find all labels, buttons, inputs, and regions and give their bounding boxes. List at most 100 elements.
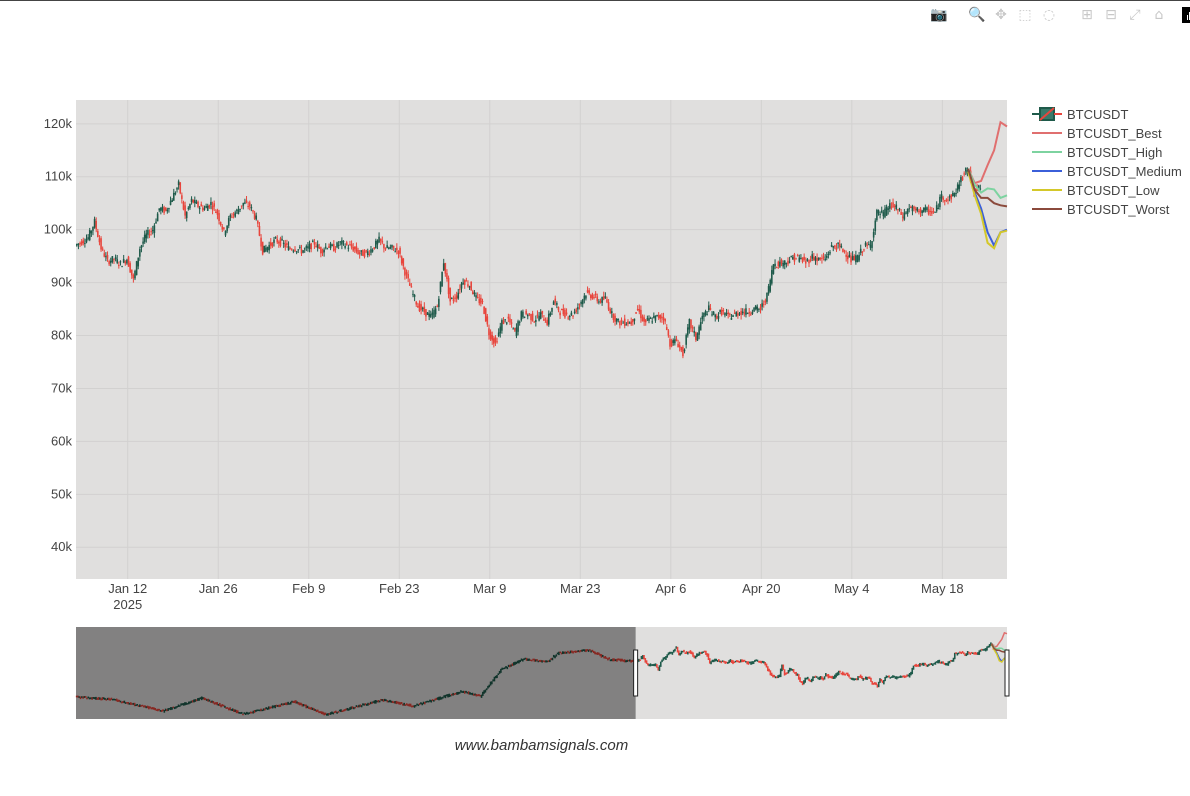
candle-body xyxy=(675,338,678,341)
candle-body xyxy=(450,297,453,299)
candle-body xyxy=(370,249,372,253)
candle-body xyxy=(90,230,93,234)
candle-body xyxy=(290,249,293,251)
candle-body xyxy=(795,258,797,260)
candle-body xyxy=(347,247,350,249)
range-slider-handle[interactable] xyxy=(1004,649,1010,697)
candle-body xyxy=(927,209,930,215)
candle-body xyxy=(234,212,237,217)
candle-body xyxy=(573,311,576,314)
gridlines xyxy=(76,100,1007,579)
candle-body xyxy=(758,308,760,310)
candle-body xyxy=(114,257,117,260)
candle-body xyxy=(216,210,219,215)
candle-body xyxy=(775,267,778,269)
candle-body xyxy=(931,211,933,214)
candle-body xyxy=(488,328,490,336)
candle-body xyxy=(240,205,243,207)
candle-body xyxy=(140,245,143,248)
candle-body xyxy=(855,255,857,263)
candle-body xyxy=(952,192,954,197)
candle-body xyxy=(200,204,203,207)
range-slider-mask xyxy=(76,627,636,719)
camera-icon[interactable]: 📷 xyxy=(930,7,948,23)
candle-body xyxy=(547,313,550,325)
candle-body xyxy=(213,203,215,207)
candle-body xyxy=(143,234,146,242)
candle-body xyxy=(229,215,232,218)
candle-body xyxy=(779,261,781,267)
candle-body xyxy=(187,207,190,210)
candle-body xyxy=(185,211,188,219)
forecast-lines xyxy=(967,120,1008,250)
candle-body xyxy=(656,314,658,316)
candle-body xyxy=(535,319,537,322)
candle-body xyxy=(470,281,472,291)
candle-body xyxy=(653,316,655,318)
candle-body xyxy=(525,310,527,315)
candle-body xyxy=(559,312,561,316)
candle-body xyxy=(202,207,204,211)
candle-body xyxy=(913,206,915,209)
candle-body xyxy=(908,208,911,210)
candle-body xyxy=(324,246,327,248)
candle-body xyxy=(842,248,844,252)
candle-body xyxy=(750,313,752,315)
lasso-icon[interactable]: ◌ xyxy=(1042,7,1056,23)
range-slider-handle[interactable] xyxy=(633,649,639,697)
pan-icon[interactable]: ✥ xyxy=(995,7,1007,23)
candle-body xyxy=(363,251,366,258)
candle-body xyxy=(294,249,296,252)
candle-body xyxy=(177,181,180,186)
candle-body xyxy=(237,209,240,215)
candle-body xyxy=(924,207,927,211)
candle-body xyxy=(218,213,220,222)
zoom-in-icon[interactable]: ⊞ xyxy=(1081,7,1093,23)
candle-body xyxy=(221,226,224,230)
candle-body xyxy=(646,318,649,320)
candle-body xyxy=(565,312,568,315)
candle-body xyxy=(182,202,185,210)
candle-body xyxy=(354,246,356,250)
zoom-icon[interactable]: 🔍 xyxy=(968,7,986,23)
candle-body xyxy=(905,212,907,214)
candle-body xyxy=(727,312,729,315)
legend-label: BTCUSDT_Medium xyxy=(1067,164,1182,179)
candle-body xyxy=(598,301,600,303)
candle-body xyxy=(77,243,80,245)
autoscale-icon[interactable]: ⤢ xyxy=(1129,7,1141,23)
candle-body xyxy=(287,246,290,251)
candle-body xyxy=(541,310,544,314)
zoom-out-icon[interactable]: ⊟ xyxy=(1105,7,1117,23)
candle-body xyxy=(232,214,235,216)
range-slider[interactable] xyxy=(75,627,1010,719)
candle-body xyxy=(269,242,272,246)
candle-body xyxy=(859,248,862,253)
slider-forecast-line xyxy=(990,643,1008,654)
candle-body xyxy=(408,283,411,286)
candle-body xyxy=(607,302,610,310)
candle-body xyxy=(947,199,949,201)
candle-body xyxy=(614,315,616,322)
candle-body xyxy=(190,198,193,203)
candle-body xyxy=(790,256,793,258)
box-select-icon[interactable]: ⬚ xyxy=(1018,7,1032,23)
candle-body xyxy=(856,255,859,262)
candle-body xyxy=(953,193,956,196)
home-icon[interactable]: ⌂ xyxy=(1154,7,1164,23)
candle-body xyxy=(281,239,283,241)
candle-body xyxy=(415,301,418,305)
candle-body xyxy=(184,205,186,216)
candle-body xyxy=(274,237,277,239)
candle-body xyxy=(943,200,946,202)
candle-body xyxy=(961,177,964,181)
candle-body xyxy=(88,230,91,241)
candle-body xyxy=(792,256,794,260)
candle-body xyxy=(523,316,526,319)
candle-body xyxy=(352,247,354,251)
plotly-logo-icon[interactable] xyxy=(1182,7,1190,23)
candle-body xyxy=(979,188,982,190)
candle-body xyxy=(250,206,253,209)
plot-area[interactable] xyxy=(76,100,1007,579)
candle-body xyxy=(622,322,624,324)
